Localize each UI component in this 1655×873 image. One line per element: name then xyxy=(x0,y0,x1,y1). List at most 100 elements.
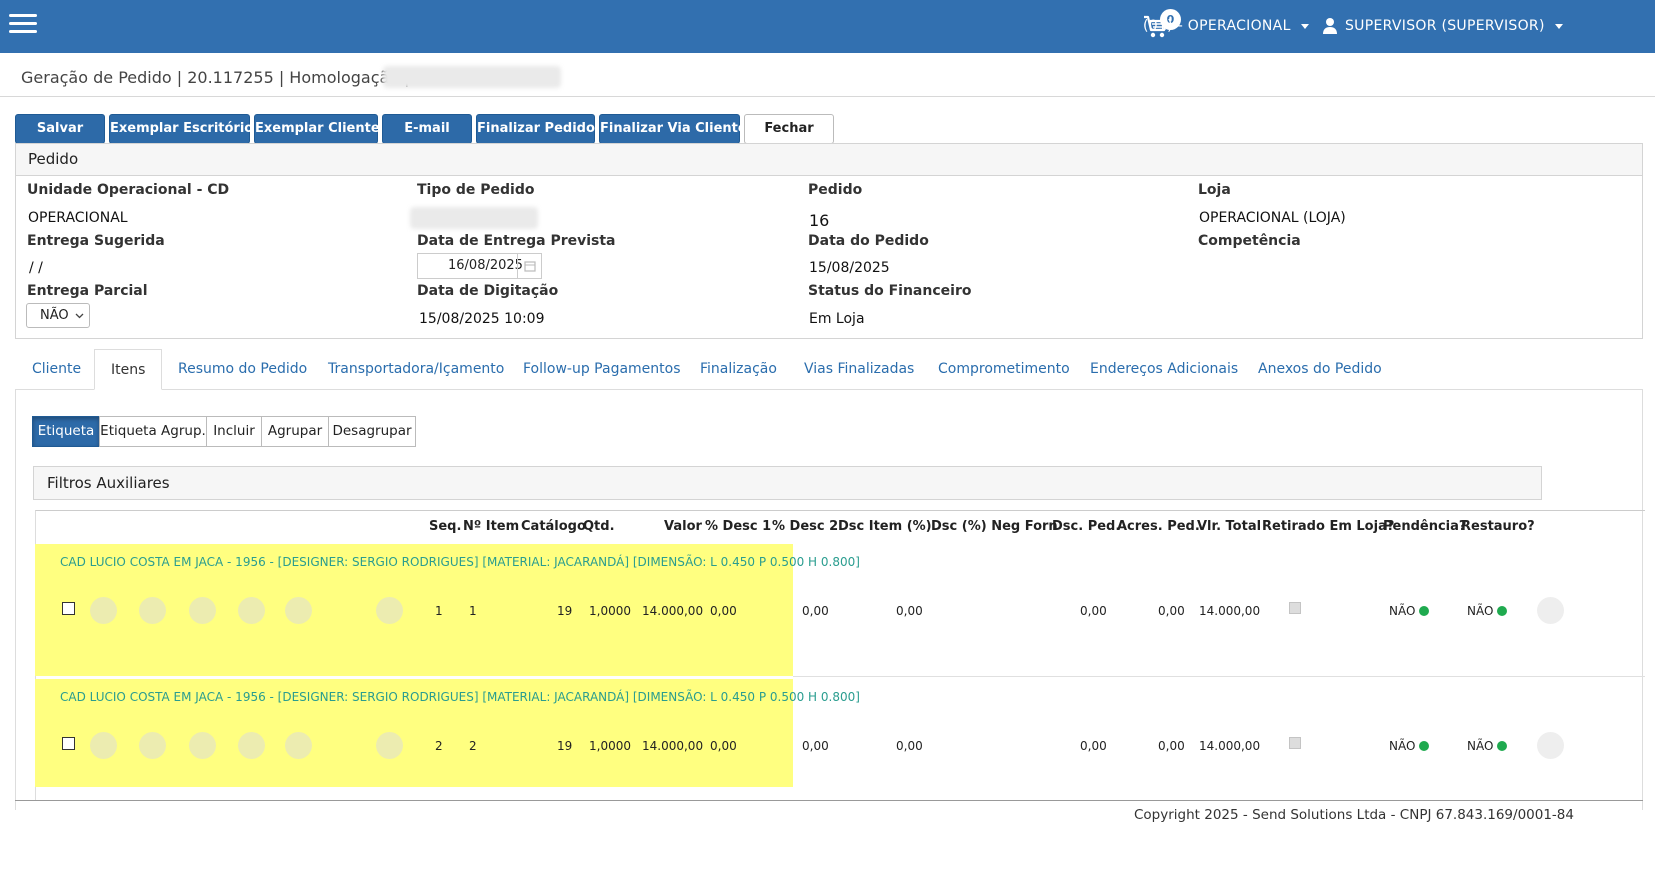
row-checkbox[interactable] xyxy=(62,737,75,750)
col-valor: Valor xyxy=(664,519,702,534)
top-navbar xyxy=(0,0,1655,53)
edit-icon[interactable] xyxy=(90,597,117,624)
tab-itens[interactable]: Itens xyxy=(94,349,163,390)
hamburger-menu-icon[interactable] xyxy=(9,14,37,34)
tab-bar xyxy=(15,349,1643,390)
delete-icon[interactable] xyxy=(189,597,216,624)
incluir-button[interactable]: Incluir xyxy=(206,416,262,447)
save-button[interactable]: Salvar xyxy=(15,114,105,144)
status-financeiro-label: Status do Financeiro xyxy=(808,283,972,299)
tab-vias-finalizadas[interactable]: Vias Finalizadas xyxy=(804,361,915,377)
status-dot-icon xyxy=(1497,741,1508,751)
history-icon[interactable] xyxy=(139,732,166,759)
entrega-parcial-label: Entrega Parcial xyxy=(27,283,148,299)
copyright-footer: Copyright 2025 - Send Solutions Ltda - C… xyxy=(1134,807,1574,823)
col-retirado-em-loja: Retirado Em Loja? xyxy=(1262,519,1395,534)
link-icon[interactable] xyxy=(376,597,403,624)
col-dsc-item: Dsc Item (%) xyxy=(838,519,932,534)
tab-content xyxy=(15,390,1643,810)
cell-restauro: NÃO xyxy=(1467,604,1508,618)
pedido-panel-title: Pedido xyxy=(15,143,1643,176)
restauro-value: NÃO xyxy=(1467,739,1494,753)
etiqueta-button[interactable]: Etiqueta xyxy=(32,416,100,447)
loja-label: Loja xyxy=(1198,182,1231,198)
pendencia-value: NÃO xyxy=(1389,739,1416,753)
data-digitacao-label: Data de Digitação xyxy=(417,283,559,299)
tab-resumo-do-pedido[interactable]: Resumo do Pedido xyxy=(178,361,308,377)
gear-icon[interactable] xyxy=(285,732,312,759)
col-dsc-ped: Dsc. Ped. xyxy=(1052,519,1121,534)
tab-anexos-do-pedido[interactable]: Anexos do Pedido xyxy=(1258,361,1382,377)
pedido-label: Pedido xyxy=(808,182,863,198)
tab-enderecos-adicionais[interactable]: Endereços Adicionais xyxy=(1090,361,1239,377)
finalizar-pedido-button[interactable]: Finalizar Pedido xyxy=(476,114,595,144)
tab-comprometimento[interactable]: Comprometimento xyxy=(938,361,1070,377)
delete-icon[interactable] xyxy=(189,732,216,759)
col-dsc-neg-forn: Dsc (%) Neg Forn xyxy=(931,519,1058,534)
cell-seq: 1 xyxy=(435,604,443,618)
col-num-item: Nº Item xyxy=(463,519,520,534)
unit-dropdown[interactable]: (01) - OPERACIONAL xyxy=(1143,18,1309,34)
data-digitacao-value: 15/08/2025 10:09 xyxy=(419,311,545,327)
cell-desc1: 0,00 xyxy=(710,739,737,753)
pedido-number: 16 xyxy=(809,211,830,230)
row-checkbox[interactable] xyxy=(62,602,75,615)
finalizar-via-cliente-button[interactable]: Finalizar Via Cliente xyxy=(599,114,747,144)
unit-dropdown-label: (01) - OPERACIONAL xyxy=(1143,18,1291,34)
tag-icon[interactable] xyxy=(238,732,265,759)
cell-pendencia: NÃO xyxy=(1389,604,1430,618)
loja-value: OPERACIONAL (LOJA) xyxy=(1199,210,1346,226)
cell-catalogo: 19 xyxy=(557,604,573,618)
data-pedido-value: 15/08/2025 xyxy=(809,260,890,276)
page-breadcrumb: Geração de Pedido | 20.117255 | Homologa… xyxy=(21,68,410,87)
footer-divider xyxy=(15,800,1643,801)
col-desc2: % Desc 2 xyxy=(772,519,839,534)
info-icon[interactable] xyxy=(1537,732,1564,759)
filtros-auxiliares-panel[interactable]: Filtros Auxiliares xyxy=(33,466,1542,500)
link-icon[interactable] xyxy=(376,732,403,759)
tag-icon[interactable] xyxy=(238,597,265,624)
calendar-icon[interactable] xyxy=(517,254,541,278)
item-description: CAD LUCIO COSTA EM JACA - 1956 - [DESIGN… xyxy=(60,555,860,569)
history-icon[interactable] xyxy=(139,597,166,624)
etiqueta-agrup-button[interactable]: Etiqueta Agrup. xyxy=(99,416,207,447)
cell-qtd: 1,0000 xyxy=(589,739,631,753)
competencia-label: Competência xyxy=(1198,233,1301,249)
close-button[interactable]: Fechar xyxy=(744,114,834,144)
edit-icon[interactable] xyxy=(90,732,117,759)
email-button[interactable]: E-mail xyxy=(382,114,472,144)
user-dropdown[interactable]: SUPERVISOR (SUPERVISOR) xyxy=(1345,18,1563,34)
desagrupar-button[interactable]: Desagrupar xyxy=(328,416,416,447)
tab-finalizacao[interactable]: Finalização xyxy=(700,361,777,377)
chevron-down-icon xyxy=(1554,23,1563,29)
exemplar-cliente-button[interactable]: Exemplar Cliente xyxy=(254,114,380,144)
chevron-down-icon xyxy=(1300,23,1309,29)
cart-count-badge: 0 xyxy=(1160,9,1181,30)
divider xyxy=(0,96,1655,97)
data-entrega-prevista-input[interactable]: 16/08/2025 xyxy=(417,253,542,279)
col-acres-ped: Acres. Ped. xyxy=(1117,519,1200,534)
cell-acres-ped: 0,00 xyxy=(1158,739,1185,753)
cell-dsc-item: 0,00 xyxy=(896,739,923,753)
tab-transportadora[interactable]: Transportadora/Içamento xyxy=(328,361,505,377)
cell-item: 2 xyxy=(469,739,477,753)
tab-cliente[interactable]: Cliente xyxy=(32,361,82,377)
table-row[interactable] xyxy=(35,679,793,787)
agrupar-button[interactable]: Agrupar xyxy=(261,416,329,447)
cell-desc1: 0,00 xyxy=(710,604,737,618)
retirado-em-loja-checkbox xyxy=(1289,737,1301,749)
pendencia-value: NÃO xyxy=(1389,604,1416,618)
col-seq: Seq. xyxy=(429,519,462,534)
tab-follow-up-pagamentos[interactable]: Follow-up Pagamentos xyxy=(523,361,681,377)
cell-desc2: 0,00 xyxy=(802,739,829,753)
info-icon[interactable] xyxy=(1537,597,1564,624)
exemplar-escritorio-button[interactable]: Exemplar Escritório xyxy=(109,114,253,144)
unidade-value: OPERACIONAL xyxy=(28,210,128,226)
col-qtd: Qtd. xyxy=(583,519,615,534)
cell-desc2: 0,00 xyxy=(802,604,829,618)
entrega-parcial-select[interactable]: NÃO xyxy=(26,303,90,328)
gear-icon[interactable] xyxy=(285,597,312,624)
cell-catalogo: 19 xyxy=(557,739,573,753)
entrega-sugerida-label: Entrega Sugerida xyxy=(27,233,165,249)
retirado-em-loja-checkbox xyxy=(1289,602,1301,614)
